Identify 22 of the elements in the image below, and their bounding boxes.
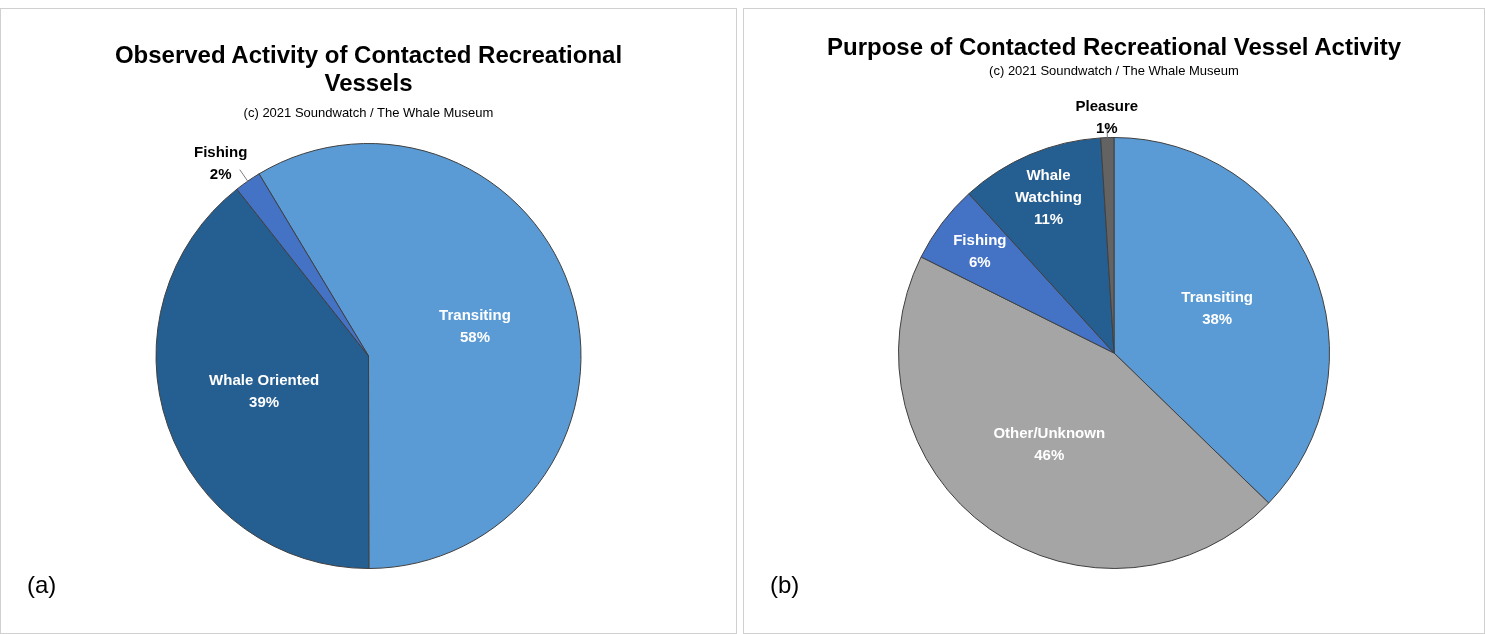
data-label: 38% <box>1202 310 1233 328</box>
data-label: 6% <box>969 252 991 270</box>
chart-title: Purpose of Contacted Recreational Vessel Activity <box>826 33 1402 61</box>
data-label: 11% <box>1033 210 1064 228</box>
slice-label: Pleasure <box>1075 96 1139 114</box>
text: (b) <box>770 571 800 599</box>
slice-label: Transiting <box>439 305 511 323</box>
data-label: 46% <box>1034 445 1065 463</box>
slice-label: Fishing <box>193 143 248 161</box>
slice-label: Fishing <box>953 230 1007 248</box>
data-label: 2% <box>209 165 232 183</box>
chart-subtitle: (c) 2021 Soundwatch / The Whale Museum <box>988 63 1240 78</box>
text: (a) <box>27 571 57 599</box>
data-label: 1% <box>1096 118 1118 136</box>
chart-subtitle: (c) 2021 Soundwatch / The Whale Museum <box>242 105 495 120</box>
slice-label: Other/Unknown <box>993 423 1106 441</box>
slice-label: Transiting <box>1181 288 1254 306</box>
data-label: 39% <box>249 393 280 411</box>
slice-label: Whale Watching <box>1015 166 1082 206</box>
data-label: 58% <box>459 327 490 345</box>
slice-label: Whale Oriented <box>209 371 320 389</box>
chart-title: Observed Activity of Contacted Recreational Vessels <box>113 41 624 97</box>
